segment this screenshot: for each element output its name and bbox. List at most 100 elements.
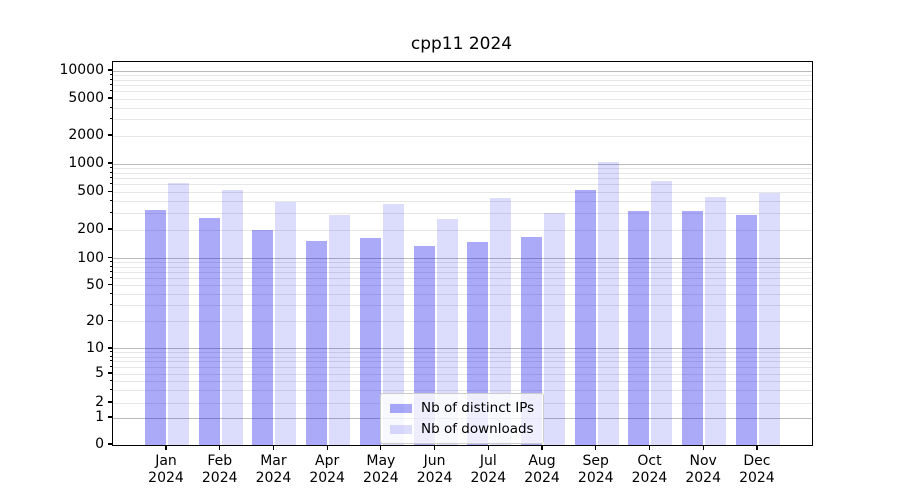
y-minor-tick-mark: [109, 271, 112, 273]
minor-gridline: [113, 91, 812, 93]
y-minor-tick-mark: [109, 171, 112, 173]
y-tick-label: 100: [77, 249, 104, 266]
y-tick-mark: [107, 401, 112, 403]
x-tick-label: Aug 2024: [524, 453, 560, 486]
minor-gridline: [113, 167, 812, 169]
y-minor-tick-mark: [109, 360, 112, 362]
x-tick-mark: [165, 445, 167, 450]
y-minor-tick-mark: [109, 73, 112, 75]
bar-downloads-dec: [758, 193, 780, 445]
y-tick-mark: [107, 134, 112, 136]
y-tick-label: 2000: [68, 126, 104, 143]
y-tick-mark: [107, 443, 112, 445]
bar-downloads-apr: [329, 214, 351, 445]
y-minor-tick-mark: [109, 211, 112, 213]
bar-distinct-ips-oct: [628, 211, 650, 445]
y-tick-mark: [107, 284, 112, 286]
x-tick-label: Jun 2024: [416, 453, 453, 486]
x-tick-mark: [595, 445, 597, 450]
y-tick-label: 50: [86, 276, 104, 293]
y-minor-tick-mark: [109, 166, 112, 168]
minor-gridline: [113, 321, 812, 323]
y-tick-mark: [107, 69, 112, 71]
y-tick-mark: [107, 256, 112, 259]
minor-gridline: [113, 212, 812, 214]
minor-gridline: [113, 285, 812, 287]
y-tick-mark: [107, 347, 112, 349]
y-tick-mark: [107, 97, 112, 99]
minor-gridline: [113, 294, 812, 296]
y-tick-label: 1: [95, 408, 104, 425]
x-tick-label: Jul 2024: [470, 453, 507, 486]
x-tick-mark: [326, 445, 328, 450]
y-minor-tick-mark: [109, 261, 112, 263]
x-tick-mark: [648, 445, 651, 450]
y-tick-label: 200: [77, 221, 104, 238]
bar-downloads-jan: [168, 182, 189, 445]
bar-distinct-ips-dec: [735, 214, 757, 445]
major-gridline: [113, 163, 812, 165]
x-tick-mark: [756, 445, 758, 450]
x-tick-label: Apr 2024: [309, 453, 345, 486]
bar-distinct-ips-nov: [682, 210, 704, 445]
y-tick-label: 2: [95, 393, 104, 410]
y-minor-tick-mark: [109, 106, 112, 108]
major-gridline: [113, 348, 812, 350]
bar-distinct-ips-may: [359, 237, 381, 445]
x-tick-mark: [272, 445, 275, 450]
major-gridline: [113, 70, 812, 72]
minor-gridline: [113, 191, 812, 193]
y-tick-label: 5000: [68, 89, 104, 106]
minor-gridline: [113, 184, 812, 186]
x-tick-label: Dec 2024: [739, 453, 775, 486]
y-tick-mark: [107, 228, 112, 230]
minor-gridline: [113, 366, 812, 368]
y-tick-label: 20: [86, 312, 104, 329]
y-tick-label: 10: [86, 339, 104, 356]
x-tick-mark: [541, 445, 543, 450]
minor-gridline: [113, 380, 812, 382]
bar-downloads-jul: [490, 198, 512, 445]
x-tick-mark: [434, 445, 436, 450]
y-minor-tick-mark: [109, 90, 112, 92]
legend-label-downloads: Nb of downloads: [421, 421, 534, 437]
y-minor-tick-mark: [109, 355, 112, 357]
bar-distinct-ips-sep: [574, 190, 596, 445]
minor-gridline: [113, 79, 812, 81]
x-tick-mark: [702, 445, 704, 450]
bar-distinct-ips-aug: [521, 236, 543, 445]
minor-gridline: [113, 278, 812, 280]
y-minor-tick-mark: [109, 379, 112, 381]
chart-title: cpp11 2024: [410, 34, 513, 54]
minor-gridline: [113, 178, 812, 180]
minor-gridline: [113, 229, 812, 231]
y-tick-label: 5: [95, 364, 104, 381]
x-tick-label: Sep 2024: [577, 453, 614, 486]
y-tick-label: 1000: [68, 154, 104, 171]
y-minor-tick-mark: [109, 200, 112, 202]
y-tick-mark: [107, 162, 112, 164]
y-minor-tick-mark: [109, 177, 112, 179]
legend-row-distinct-ips: Nb of distinct IPs: [390, 400, 534, 416]
bar-downloads-jun: [436, 219, 458, 445]
legend-row-downloads: Nb of downloads: [390, 421, 534, 437]
y-minor-tick-mark: [109, 265, 112, 267]
bar-downloads-may: [382, 204, 404, 445]
y-tick-label: 500: [77, 183, 104, 200]
bar-downloads-sep: [597, 161, 619, 445]
bar-downloads-mar: [275, 202, 297, 445]
y-minor-tick-mark: [109, 365, 112, 367]
major-gridline: [113, 258, 812, 260]
y-minor-tick-mark: [109, 78, 112, 80]
legend-label-distinct-ips: Nb of distinct IPs: [421, 400, 535, 416]
minor-gridline: [113, 201, 812, 203]
bar-downloads-aug: [544, 213, 566, 445]
x-tick-label: Feb 2024: [201, 453, 238, 486]
y-minor-tick-mark: [109, 118, 112, 120]
x-tick-mark: [219, 445, 221, 450]
y-tick-mark: [107, 372, 112, 374]
minor-gridline: [113, 84, 812, 86]
minor-gridline: [113, 98, 812, 100]
minor-gridline: [113, 272, 812, 274]
